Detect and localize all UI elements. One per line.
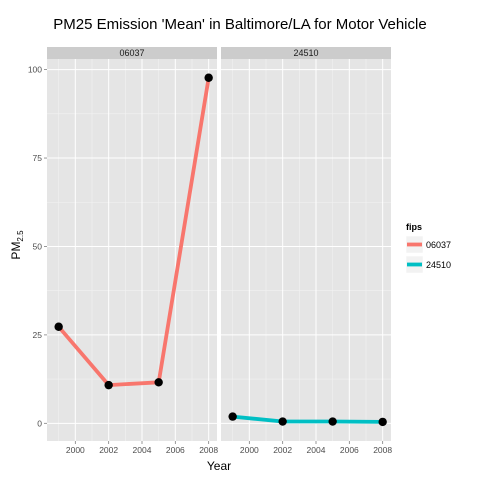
facet-strip xyxy=(221,47,391,59)
legend-item-24510: 24510 xyxy=(405,255,451,274)
y-tick-label: 25 xyxy=(33,330,43,340)
data-point xyxy=(54,322,63,331)
facet-strip-label: 24510 xyxy=(293,48,318,58)
x-tick-label: 2000 xyxy=(66,445,85,455)
x-tick-label: 2006 xyxy=(166,445,185,455)
legend-label: 06037 xyxy=(426,240,451,250)
x-tick-label: 2008 xyxy=(373,445,392,455)
series-line-24510 xyxy=(232,414,383,424)
x-axis-title: Year xyxy=(207,459,231,473)
y-tick-label: 75 xyxy=(33,153,43,163)
x-tick-label: 2008 xyxy=(199,445,218,455)
data-point xyxy=(104,380,113,390)
x-tick-label: 2004 xyxy=(307,445,326,455)
x-axis-tick-labels: 2000 2002 2004 2006 2008 2000 2002 2004 2006 2008 xyxy=(66,441,392,455)
data-point xyxy=(278,417,287,426)
data-point xyxy=(154,378,163,387)
data-point xyxy=(228,412,237,421)
legend-title: fips xyxy=(406,222,422,232)
x-tick-label: 2006 xyxy=(340,445,359,455)
y-axis-title: PM2.5 xyxy=(9,230,25,260)
y-axis-tick-labels: 0 25 50 75 100 xyxy=(28,65,47,428)
facet-strip-label: 06037 xyxy=(119,48,144,58)
data-point xyxy=(204,73,213,82)
legend-label: 24510 xyxy=(426,260,451,270)
y-axis-title-subscript: 2.5 xyxy=(16,230,25,242)
y-axis-title-main: PM xyxy=(9,242,23,260)
facet-panel-06037: 06037 xyxy=(47,47,217,441)
x-tick-label: 2002 xyxy=(273,445,292,455)
series-line-06037 xyxy=(57,77,211,388)
facet-strip xyxy=(47,47,217,59)
x-tick-label: 2000 xyxy=(240,445,259,455)
y-tick-label: 0 xyxy=(37,418,42,428)
x-tick-label: 2004 xyxy=(133,445,152,455)
y-tick-label: 100 xyxy=(28,65,42,75)
x-tick-label: 2002 xyxy=(99,445,118,455)
data-point xyxy=(378,417,387,427)
y-tick-label: 50 xyxy=(33,241,43,251)
chart-title: PM25 Emission 'Mean' in Baltimore/LA for… xyxy=(53,16,426,33)
data-point xyxy=(328,417,337,426)
legend-item-06037: 06037 xyxy=(405,235,451,254)
facet-panels: 06037 24510 xyxy=(47,47,391,441)
panel-background xyxy=(221,59,391,441)
facet-panel-24510: 24510 xyxy=(221,47,391,441)
legend: fips 06037 24510 xyxy=(405,222,451,274)
